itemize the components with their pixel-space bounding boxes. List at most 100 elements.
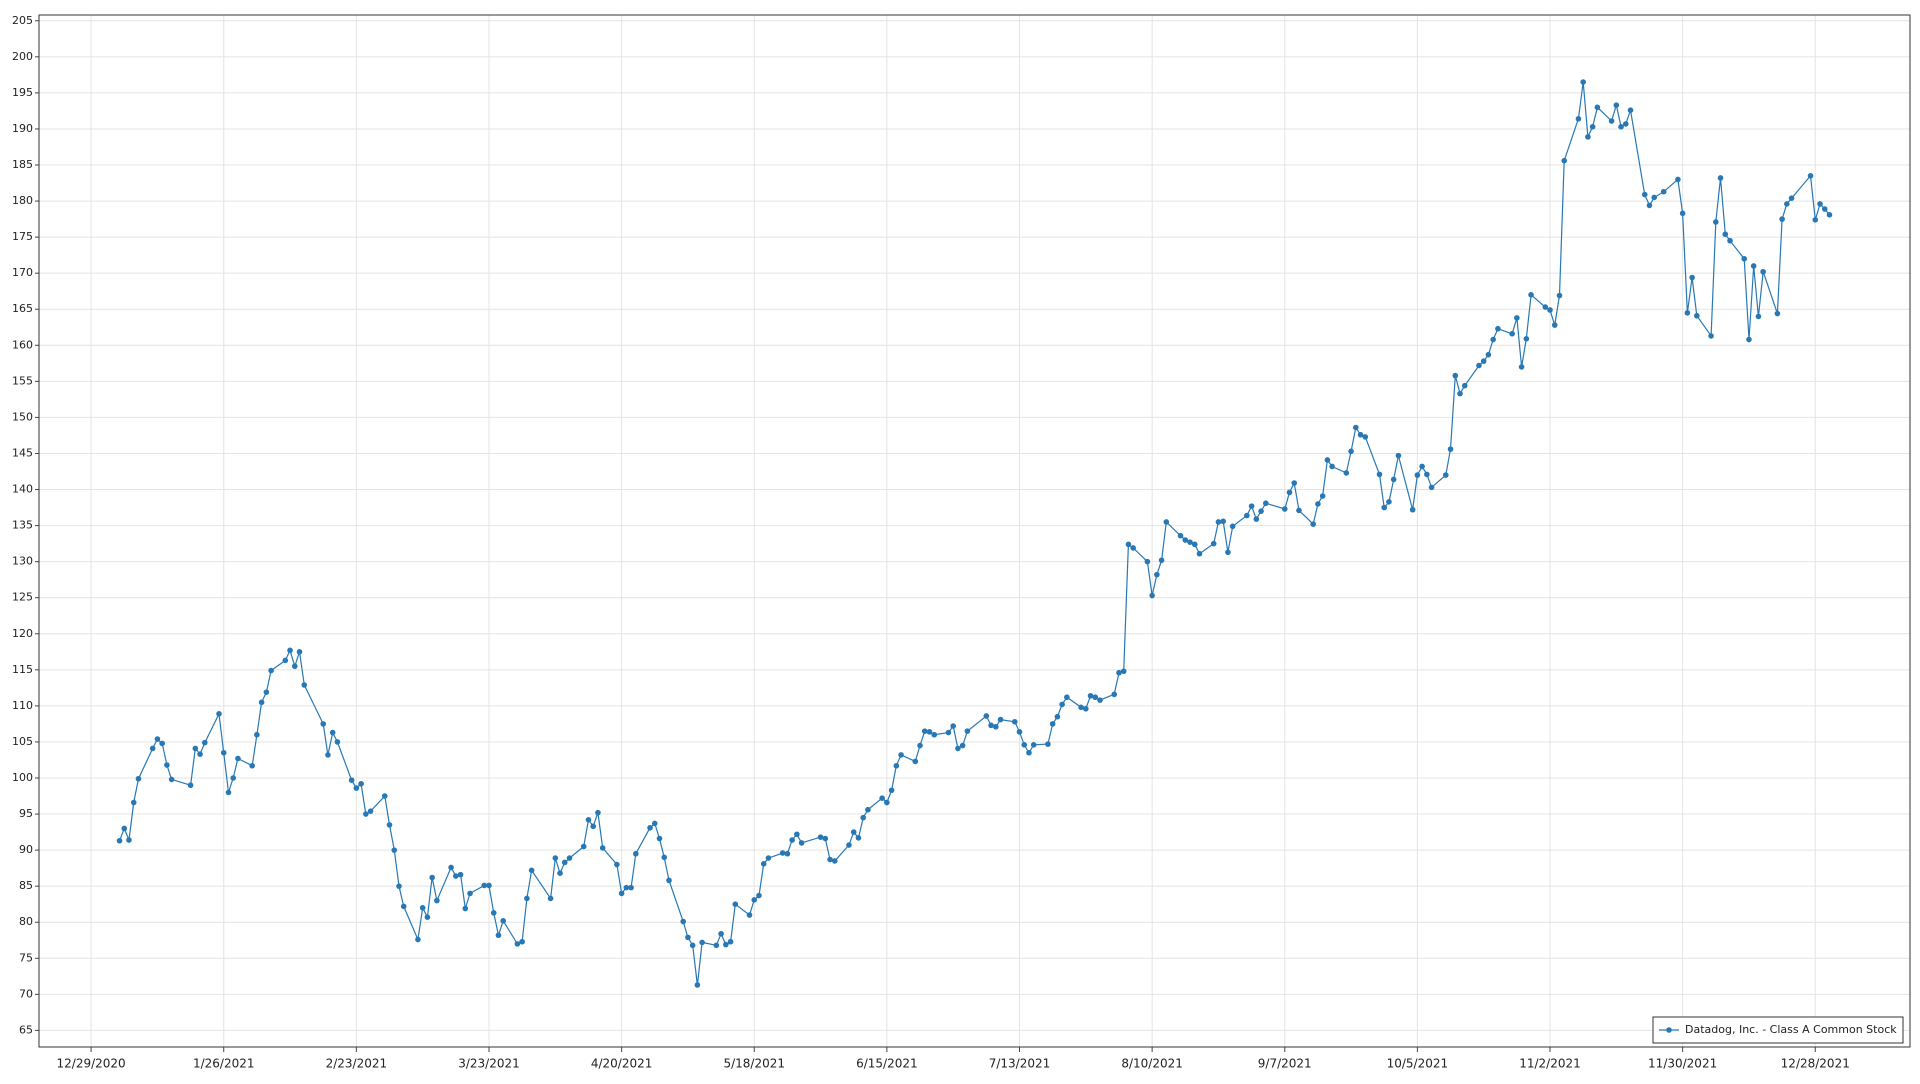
data-point	[1447, 446, 1454, 452]
y-tick-label: 125	[12, 591, 33, 604]
data-point	[1281, 506, 1288, 512]
y-tick-label: 185	[12, 158, 33, 171]
data-point	[846, 842, 852, 848]
data-point	[993, 723, 999, 730]
data-point	[1343, 470, 1350, 476]
data-point	[197, 751, 203, 758]
plot-area	[39, 15, 1910, 1047]
data-point	[121, 825, 128, 832]
data-point	[661, 854, 668, 861]
y-tick-label: 90	[19, 843, 33, 856]
x-tick-label: 6/15/2021	[856, 1057, 918, 1071]
legend-box	[1652, 1016, 1904, 1044]
data-point	[1528, 292, 1534, 298]
data-point	[1428, 484, 1435, 491]
data-point	[1779, 216, 1785, 222]
data-point	[1561, 157, 1568, 164]
data-point	[500, 917, 506, 924]
data-point	[931, 731, 938, 738]
data-point	[235, 755, 241, 762]
data-point	[135, 775, 142, 782]
data-point	[126, 837, 132, 843]
data-point	[249, 762, 255, 769]
data-point	[1750, 263, 1757, 269]
data-point	[467, 890, 473, 897]
y-tick-label: 150	[12, 410, 33, 423]
data-point	[1177, 532, 1184, 539]
data-point	[1575, 116, 1582, 122]
data-point	[599, 845, 606, 851]
data-point	[1551, 322, 1558, 328]
data-point	[1523, 336, 1530, 342]
data-point	[1542, 304, 1549, 310]
data-point	[1684, 310, 1691, 316]
data-point	[1386, 498, 1392, 505]
y-tick-label: 120	[12, 627, 33, 640]
data-point	[633, 850, 639, 857]
data-point	[1788, 195, 1795, 201]
data-point	[997, 716, 1004, 723]
data-point	[718, 930, 724, 937]
data-point	[1154, 571, 1160, 578]
data-point	[358, 780, 364, 787]
data-point	[713, 942, 720, 949]
data-point	[1675, 176, 1681, 183]
data-point	[1182, 537, 1189, 543]
data-point	[1708, 333, 1714, 339]
data-point	[1054, 713, 1061, 720]
data-point	[561, 859, 568, 866]
data-point	[149, 745, 156, 752]
plot-border	[38, 14, 1911, 1048]
data-point	[481, 882, 488, 889]
y-tick-label: 160	[12, 338, 33, 351]
data-point	[1807, 173, 1814, 179]
data-point	[1296, 507, 1302, 514]
data-point	[879, 795, 885, 801]
data-point	[651, 820, 658, 827]
y-tick-label: 130	[12, 555, 33, 568]
data-point	[1310, 521, 1316, 527]
data-point	[926, 729, 933, 735]
data-point	[230, 775, 237, 781]
data-point	[1362, 434, 1369, 440]
data-point	[296, 648, 303, 655]
y-tick-label: 135	[12, 519, 33, 532]
data-point	[187, 782, 194, 789]
data-point	[329, 729, 336, 736]
data-point	[1116, 669, 1122, 676]
data-point	[1244, 512, 1250, 519]
data-point	[614, 861, 620, 868]
y-tick-label: 80	[19, 915, 33, 928]
data-point	[386, 822, 393, 828]
data-point	[1594, 104, 1601, 111]
y-tick-label: 155	[12, 374, 33, 387]
x-tick-label: 9/7/2021	[1258, 1057, 1312, 1071]
data-point	[557, 870, 563, 876]
data-point	[1821, 206, 1828, 212]
data-point	[1111, 691, 1118, 698]
x-tick-label: 3/23/2021	[458, 1057, 520, 1071]
data-point	[1026, 749, 1032, 756]
data-point	[419, 905, 426, 911]
data-point	[1651, 194, 1658, 201]
data-point	[1727, 237, 1733, 244]
data-point	[964, 728, 971, 734]
data-point	[1191, 541, 1198, 548]
data-point	[1689, 274, 1695, 281]
data-point	[865, 806, 871, 813]
data-point	[1220, 518, 1226, 525]
data-point	[453, 873, 459, 879]
legend-marker	[1666, 1027, 1672, 1033]
data-point	[1694, 312, 1700, 319]
data-point	[216, 711, 222, 717]
data-point	[1248, 503, 1255, 509]
data-point	[884, 799, 890, 806]
data-point	[893, 762, 900, 769]
data-point	[1092, 694, 1099, 701]
data-point	[1556, 292, 1563, 299]
y-tick-label: 105	[12, 735, 33, 748]
data-point	[1627, 107, 1634, 113]
legend: Datadog, Inc. - Class A Common Stock	[1652, 1016, 1904, 1044]
data-point	[258, 699, 265, 706]
